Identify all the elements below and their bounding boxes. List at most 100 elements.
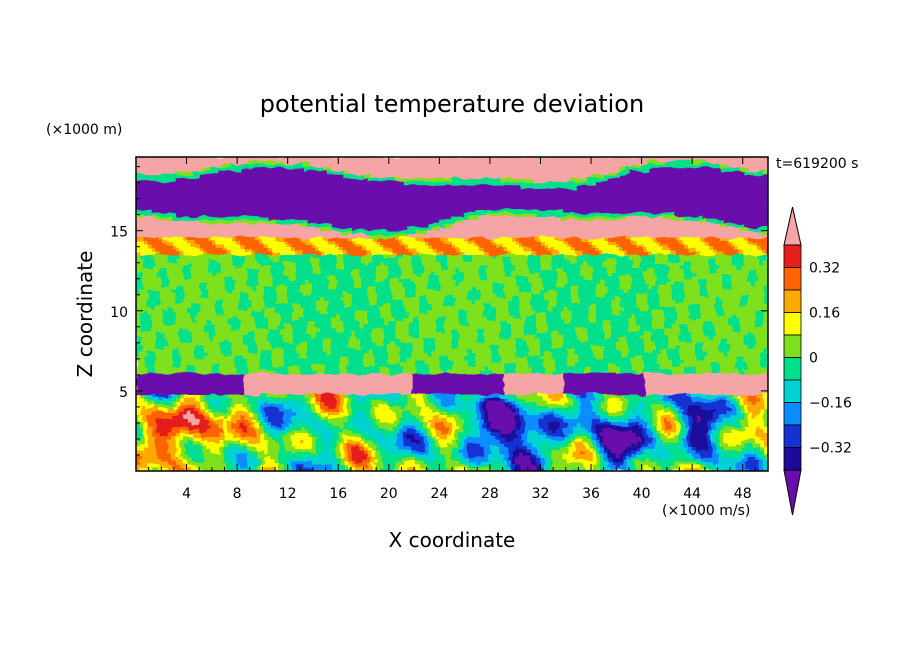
field-cell	[259, 366, 265, 371]
field-cell	[155, 299, 161, 304]
field-cell	[351, 216, 357, 221]
field-cell	[199, 379, 205, 385]
field-cell	[175, 198, 181, 203]
field-cell	[195, 317, 201, 322]
field-cell	[291, 198, 297, 203]
field-cell	[247, 177, 253, 182]
field-cell	[203, 292, 209, 297]
field-cell	[187, 453, 193, 458]
field-cell	[351, 421, 357, 426]
field-cell	[279, 195, 285, 200]
field-cell	[175, 243, 181, 249]
field-cell	[271, 341, 277, 346]
field-cell	[351, 250, 357, 255]
field-cell	[239, 439, 245, 444]
field-cell	[323, 254, 329, 259]
field-cell	[175, 303, 181, 308]
field-cell	[151, 229, 157, 235]
field-cell	[227, 233, 233, 238]
field-cell	[191, 229, 197, 235]
field-cell	[167, 282, 173, 287]
field-cell	[163, 296, 169, 301]
field-cell	[247, 359, 253, 364]
field-cell	[143, 390, 149, 395]
field-cell	[231, 362, 237, 367]
field-cell	[159, 226, 165, 231]
field-cell	[255, 275, 261, 280]
field-cell	[279, 373, 285, 378]
field-cell	[227, 379, 233, 385]
field-cell	[235, 303, 241, 308]
field-cell	[163, 202, 169, 207]
field-cell	[279, 282, 285, 287]
field-cell	[227, 313, 233, 318]
field-cell	[271, 191, 277, 196]
field-cell	[295, 320, 301, 325]
field-cell	[187, 345, 193, 350]
field-cell	[307, 222, 313, 228]
field-cell	[295, 278, 301, 283]
field-cell	[351, 205, 357, 210]
field-cell	[311, 407, 317, 412]
field-cell	[139, 195, 145, 200]
field-cell	[255, 313, 261, 318]
field-cell	[247, 414, 253, 419]
field-cell	[327, 157, 333, 161]
field-cell	[243, 243, 249, 249]
field-cell	[259, 425, 265, 430]
field-cell	[323, 292, 329, 297]
field-cell	[143, 285, 149, 290]
field-cell	[155, 345, 161, 350]
field-cell	[327, 191, 333, 196]
field-cell	[163, 174, 169, 179]
field-cell	[195, 229, 201, 235]
field-cell	[267, 202, 273, 207]
field-cell	[203, 362, 209, 367]
field-cell	[179, 261, 185, 266]
field-cell	[347, 376, 353, 381]
field-cell	[283, 404, 289, 409]
field-cell	[291, 338, 297, 343]
field-cell	[275, 334, 281, 339]
field-cell	[343, 271, 349, 276]
field-cell	[136, 296, 141, 301]
field-cell	[287, 317, 293, 322]
field-cell	[207, 243, 213, 249]
field-cell	[163, 317, 169, 322]
field-cell	[295, 366, 301, 371]
field-cell	[247, 439, 253, 444]
field-cell	[163, 359, 169, 364]
field-cell	[311, 222, 317, 228]
field-cell	[143, 282, 149, 287]
field-cell	[299, 205, 305, 210]
field-cell	[219, 407, 225, 412]
field-cell	[255, 345, 261, 350]
field-cell	[295, 331, 301, 336]
field-cell	[191, 435, 197, 440]
field-cell	[255, 366, 261, 371]
field-cell	[139, 202, 145, 207]
field-cell	[223, 222, 229, 228]
field-cell	[151, 177, 157, 182]
field-cell	[139, 233, 145, 238]
field-cell	[311, 411, 317, 416]
field-cell	[219, 268, 225, 273]
field-cell	[303, 205, 309, 210]
field-cell	[295, 219, 301, 224]
field-cell	[155, 324, 161, 329]
field-cell	[143, 460, 149, 465]
field-cell	[207, 163, 213, 168]
field-cell	[355, 366, 361, 371]
field-cell	[159, 359, 165, 364]
field-cell	[231, 254, 237, 259]
field-cell	[179, 369, 185, 374]
field-cell	[211, 467, 217, 471]
field-cell	[315, 198, 321, 203]
field-cell	[187, 160, 193, 165]
field-cell	[259, 320, 265, 325]
field-cell	[243, 216, 249, 221]
field-cell	[163, 216, 169, 221]
field-cell	[139, 348, 145, 353]
field-cell	[163, 425, 169, 430]
field-cell	[279, 376, 285, 381]
